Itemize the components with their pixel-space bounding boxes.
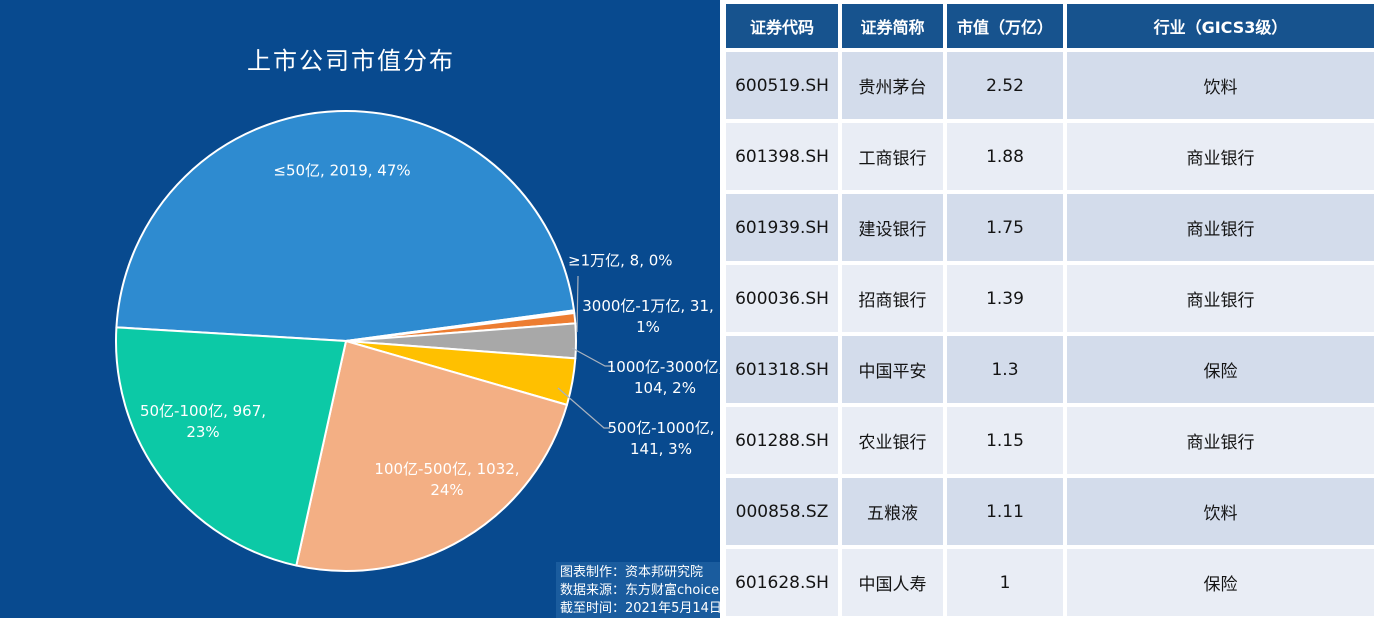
pie-label-0-line-0: ≤50亿, 2019, 47% bbox=[273, 161, 411, 180]
leader-line-1 bbox=[571, 347, 613, 367]
table-cell-r8-c3: 1 bbox=[947, 549, 1063, 616]
table-cell-r8-c2: 中国人寿 bbox=[842, 549, 943, 616]
table-cell-r6-c3: 1.15 bbox=[947, 407, 1063, 474]
table-cell-r1-c3: 2.52 bbox=[947, 52, 1063, 119]
table-cell-r6-c2: 农业银行 bbox=[842, 407, 943, 474]
table-cell-r2-c1: 601398.SH bbox=[726, 123, 838, 190]
table-cell-r8-c4: 保险 bbox=[1067, 549, 1374, 616]
table-cell-r5-c2: 中国平安 bbox=[842, 336, 943, 403]
table-cell-r5-c1: 601318.SH bbox=[726, 336, 838, 403]
pie-label-4: 500亿-1000亿, 141, 3% bbox=[608, 418, 715, 460]
table-cell-r2-c2: 工商银行 bbox=[842, 123, 943, 190]
pie-label-3: 1000亿-3000亿, 104, 2% bbox=[607, 357, 724, 399]
pie-label-2-line-0: 3000亿-1万亿, 31, bbox=[582, 297, 714, 315]
table-cell-r2-c4: 商业银行 bbox=[1067, 123, 1374, 190]
table-cell-r3-c3: 1.75 bbox=[947, 194, 1063, 261]
table-cell-r5-c4: 保险 bbox=[1067, 336, 1374, 403]
table-cell-r7-c2: 五粮液 bbox=[842, 478, 943, 545]
pie-chart-panel: 上市公司市值分布 ≤50亿, 2019, 47% ≥1万亿, 8, 0% 3000亿… bbox=[0, 0, 720, 618]
table-cell-r3-c4: 商业银行 bbox=[1067, 194, 1374, 261]
table-cell-r8-c1: 601628.SH bbox=[726, 549, 838, 616]
table-cell-r3-c1: 601939.SH bbox=[726, 194, 838, 261]
table-cell-r4-c1: 600036.SH bbox=[726, 265, 838, 332]
table-cell-r7-c1: 000858.SZ bbox=[726, 478, 838, 545]
chart-title: 上市公司市值分布 bbox=[247, 47, 455, 75]
pie-label-3-line-0: 1000亿-3000亿, bbox=[606, 358, 724, 376]
table-cell-r7-c3: 1.11 bbox=[947, 478, 1063, 545]
column-header-0: 证券代码 bbox=[726, 4, 838, 48]
table-cell-r4-c4: 商业银行 bbox=[1067, 265, 1374, 332]
column-header-2: 市值（万亿） bbox=[947, 4, 1063, 48]
pie-label-1-line-0: ≥1万亿, 8, 0% bbox=[568, 251, 673, 270]
table-cell-r1-c1: 600519.SH bbox=[726, 52, 838, 119]
pie-slice-5 bbox=[295, 340, 568, 573]
pie-label-2: 3000亿-1万亿, 31, 1% bbox=[582, 296, 714, 338]
pie-slice-0 bbox=[115, 109, 575, 342]
table-cell-r2-c3: 1.88 bbox=[947, 123, 1063, 190]
pie-label-1: ≥1万亿, 8, 0% bbox=[568, 251, 673, 272]
footer-asof-line: 截至时间：2021年5月14日 bbox=[560, 601, 722, 616]
leader-line-2 bbox=[557, 387, 610, 429]
footer-credit-line: 图表制作：资本邦研究院 bbox=[560, 565, 704, 580]
table-cell-r1-c2: 贵州茅台 bbox=[842, 52, 943, 119]
pie-label-6: 50亿-100亿, 967, 23% bbox=[140, 401, 266, 443]
pie-label-2-line-1: 1% bbox=[636, 318, 660, 336]
table-cell-r5-c3: 1.3 bbox=[947, 336, 1063, 403]
chart-footer: 图表制作：资本邦研究院 数据来源：东方财富choice 截至时间：2021年5月… bbox=[556, 562, 722, 618]
table-cell-r6-c1: 601288.SH bbox=[726, 407, 838, 474]
table-cell-r7-c4: 饮料 bbox=[1067, 478, 1374, 545]
pie-label-4-line-1: 141, 3% bbox=[630, 440, 692, 458]
table-cell-r4-c2: 招商银行 bbox=[842, 265, 943, 332]
column-header-1: 证券简称 bbox=[842, 4, 943, 48]
leader-line-0 bbox=[576, 275, 579, 333]
table-cell-r1-c4: 饮料 bbox=[1067, 52, 1374, 119]
table-grid: 证券代码 证券简称 市值（万亿） 行业（GICS3级） 600519.SH 贵州茅台 2.5… bbox=[720, 0, 1374, 616]
table-cell-r4-c3: 1.39 bbox=[947, 265, 1063, 332]
pie-label-0: ≤50亿, 2019, 47% bbox=[273, 161, 410, 182]
pie-label-5-line-1: 24% bbox=[430, 481, 464, 499]
pie-label-5: 100亿-500亿, 1032, 24% bbox=[374, 459, 519, 501]
pie-label-5-line-0: 100亿-500亿, 1032, bbox=[374, 460, 520, 478]
pie-label-4-line-0: 500亿-1000亿, bbox=[607, 419, 715, 437]
pie-chart bbox=[114, 109, 613, 573]
pie-label-6-line-0: 50亿-100亿, 967, bbox=[139, 402, 267, 420]
top-companies-table: 证券代码 证券简称 市值（万亿） 行业（GICS3级） 600519.SH 贵州茅台 2.5… bbox=[720, 0, 1374, 618]
footer-source-line: 数据来源：东方财富choice bbox=[560, 583, 720, 598]
pie-slice-6 bbox=[114, 326, 347, 567]
pie-label-6-line-1: 23% bbox=[186, 423, 220, 441]
table-cell-r3-c2: 建设银行 bbox=[842, 194, 943, 261]
table-cell-r6-c4: 商业银行 bbox=[1067, 407, 1374, 474]
pie-label-3-line-1: 104, 2% bbox=[634, 379, 696, 397]
column-header-3: 行业（GICS3级） bbox=[1067, 4, 1374, 48]
